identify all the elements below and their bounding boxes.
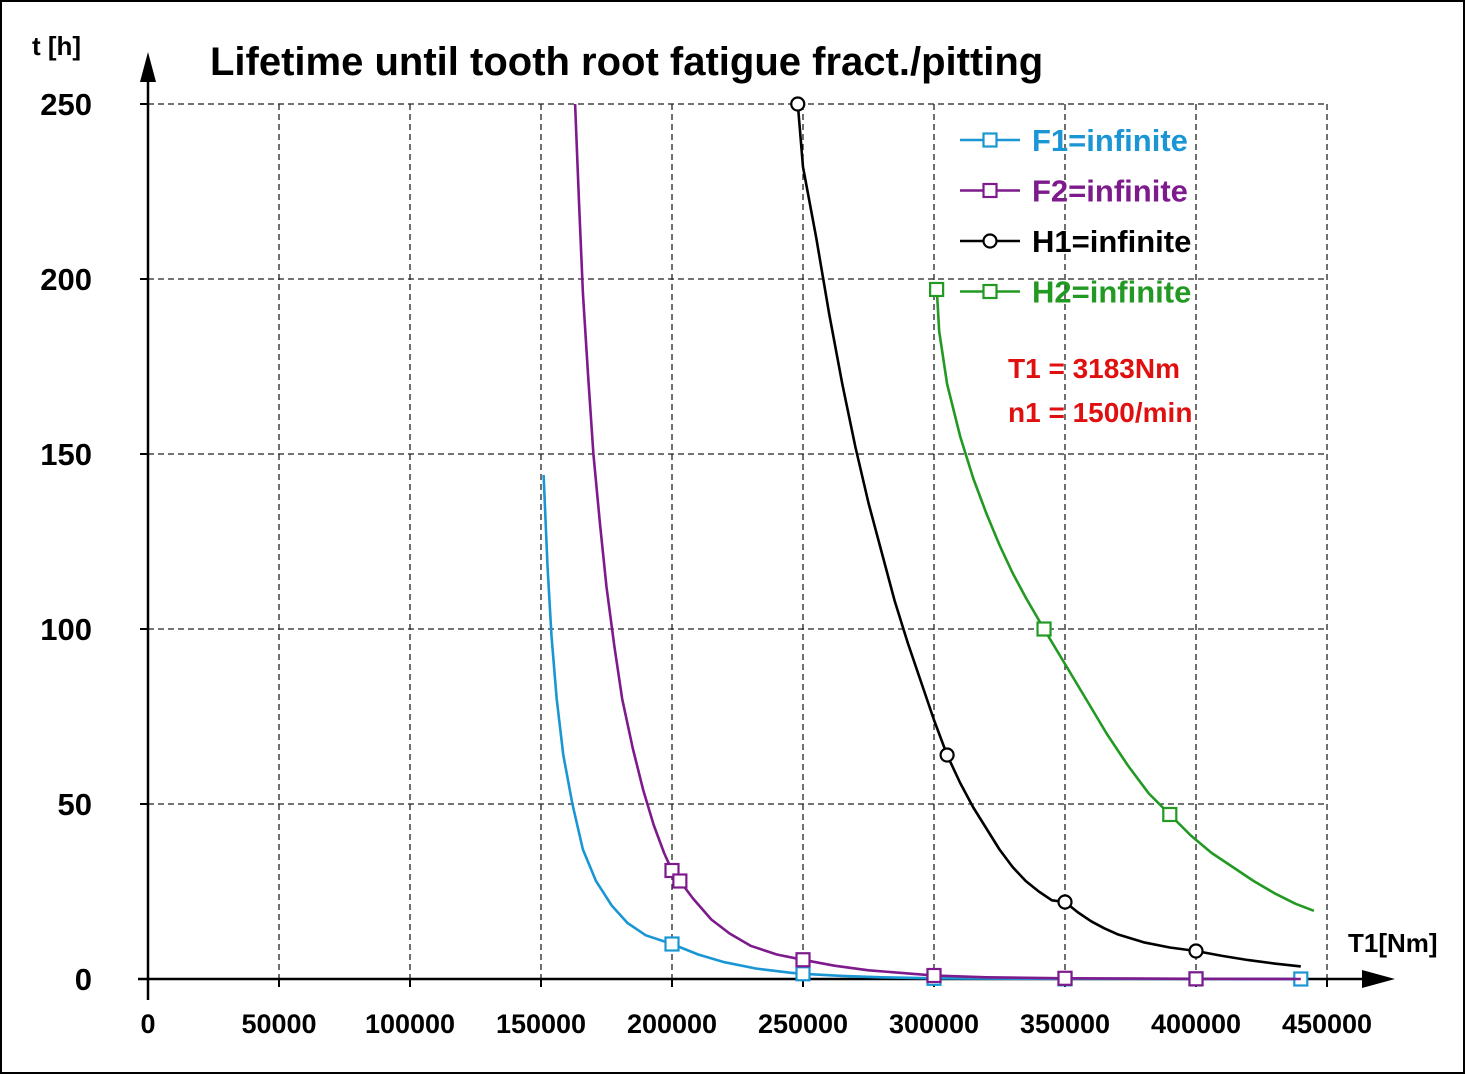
- x-axis-arrow-icon: [1362, 970, 1395, 988]
- series: [542, 96, 1315, 987]
- x-tick-label: 0: [140, 1009, 155, 1039]
- x-tick-label: 100000: [365, 1009, 455, 1039]
- series-marker: [1057, 970, 1073, 986]
- chart-title: Lifetime until tooth root fatigue fract.…: [210, 40, 1043, 84]
- x-tick-label: 250000: [758, 1009, 848, 1039]
- y-axis-arrow-icon: [140, 52, 156, 82]
- x-tick-label: 450000: [1282, 1009, 1372, 1039]
- legend-label: H2=infinite: [1032, 275, 1191, 310]
- series-marker: [1162, 806, 1178, 823]
- y-tick-label: 0: [75, 962, 92, 997]
- series-marker: [926, 967, 942, 984]
- series-marker: [664, 936, 680, 952]
- legend-marker-icon: [982, 132, 998, 148]
- legend-label: F2=infinite: [1032, 174, 1188, 209]
- y-tick-label: 200: [40, 262, 92, 297]
- series-marker: [1036, 621, 1052, 637]
- series-marker: [1057, 894, 1073, 910]
- x-axis-label: T1[Nm]: [1348, 928, 1438, 958]
- x-tick-label: 300000: [889, 1009, 979, 1039]
- legend-entry: H2=infinite: [960, 275, 1191, 310]
- y-tick-label: 150: [40, 437, 92, 472]
- series-marker: [790, 96, 806, 112]
- legend-entry: H1=infinite: [960, 224, 1191, 259]
- legend-entry: F2=infinite: [960, 174, 1188, 209]
- tick-labels: 0 50000 100000 150000 200000 250000 300000 3500…: [40, 87, 1372, 1039]
- legend-label: F1=infinite: [1032, 123, 1188, 158]
- series-line: [573, 103, 1301, 981]
- series-1: [542, 474, 1309, 987]
- series-3: [790, 96, 1301, 968]
- series-line: [796, 103, 1301, 968]
- legend-marker-icon: [982, 233, 998, 249]
- series-marker: [1188, 971, 1204, 987]
- x-tick-label: 200000: [627, 1009, 717, 1039]
- x-tick-label: 150000: [496, 1009, 586, 1039]
- x-tick-label: 400000: [1151, 1009, 1241, 1039]
- legend-entry: F1=infinite: [960, 123, 1188, 158]
- series-4: [929, 281, 1315, 913]
- annotation-torque: T1 = 3183Nm: [1008, 353, 1180, 384]
- series-marker: [1188, 943, 1204, 959]
- legend: F1=infinite F2=infinite H1=infinite H2=infi…: [960, 123, 1191, 310]
- series-marker: [929, 281, 945, 298]
- series-marker: [795, 966, 811, 982]
- annotation-speed: n1 = 1500/min: [1008, 397, 1192, 428]
- y-axis-label: t [h]: [32, 31, 81, 61]
- series-line: [935, 285, 1315, 913]
- x-tick-label: 350000: [1020, 1009, 1110, 1039]
- legend-marker-icon: [982, 182, 998, 199]
- series-line: [542, 474, 1301, 981]
- x-tick-label: 50000: [241, 1009, 316, 1039]
- grid: [148, 103, 1328, 979]
- y-tick-label: 250: [40, 87, 92, 122]
- axes: [138, 52, 1395, 1000]
- y-tick-label: 100: [40, 612, 92, 647]
- y-tick-label: 50: [58, 787, 92, 822]
- legend-marker-icon: [982, 283, 998, 300]
- legend-label: H1=infinite: [1032, 224, 1191, 259]
- series-marker: [939, 747, 955, 763]
- series-marker: [795, 952, 811, 968]
- series-2: [573, 103, 1301, 987]
- series-marker: [672, 873, 688, 889]
